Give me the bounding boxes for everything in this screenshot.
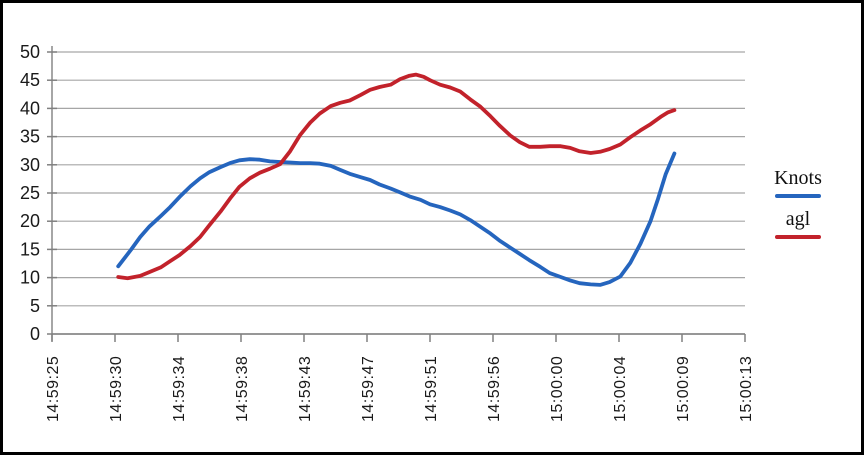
svg-text:15:00:04: 15:00:04: [612, 356, 629, 422]
svg-text:10: 10: [20, 268, 40, 288]
chart-legend: Knots agl: [758, 167, 838, 239]
svg-text:15: 15: [20, 239, 40, 259]
svg-text:45: 45: [20, 70, 40, 90]
svg-text:14:59:25: 14:59:25: [45, 356, 62, 422]
svg-text:15:00:13: 15:00:13: [738, 356, 755, 422]
svg-text:0: 0: [30, 324, 40, 344]
legend-line-swatch-agl: [775, 235, 821, 239]
legend-item-knots: Knots: [774, 167, 822, 198]
svg-text:14:59:38: 14:59:38: [234, 356, 251, 422]
svg-text:25: 25: [20, 183, 40, 203]
svg-text:14:59:51: 14:59:51: [423, 356, 440, 422]
svg-text:5: 5: [30, 296, 40, 316]
svg-text:30: 30: [20, 155, 40, 175]
svg-text:15:00:00: 15:00:00: [549, 356, 566, 422]
legend-item-agl: agl: [775, 208, 821, 239]
legend-label-knots: Knots: [774, 167, 822, 189]
svg-text:14:59:43: 14:59:43: [297, 356, 314, 422]
svg-text:14:59:34: 14:59:34: [171, 356, 188, 422]
svg-text:40: 40: [20, 98, 40, 118]
svg-text:14:59:47: 14:59:47: [360, 356, 377, 422]
legend-label-agl: agl: [785, 208, 811, 230]
svg-text:35: 35: [20, 127, 40, 147]
svg-text:14:59:30: 14:59:30: [108, 356, 125, 422]
legend-line-swatch-knots: [774, 194, 821, 198]
svg-text:20: 20: [20, 211, 40, 231]
svg-text:14:59:56: 14:59:56: [486, 356, 503, 422]
svg-text:50: 50: [20, 42, 40, 62]
svg-text:15:00:09: 15:00:09: [675, 356, 692, 422]
